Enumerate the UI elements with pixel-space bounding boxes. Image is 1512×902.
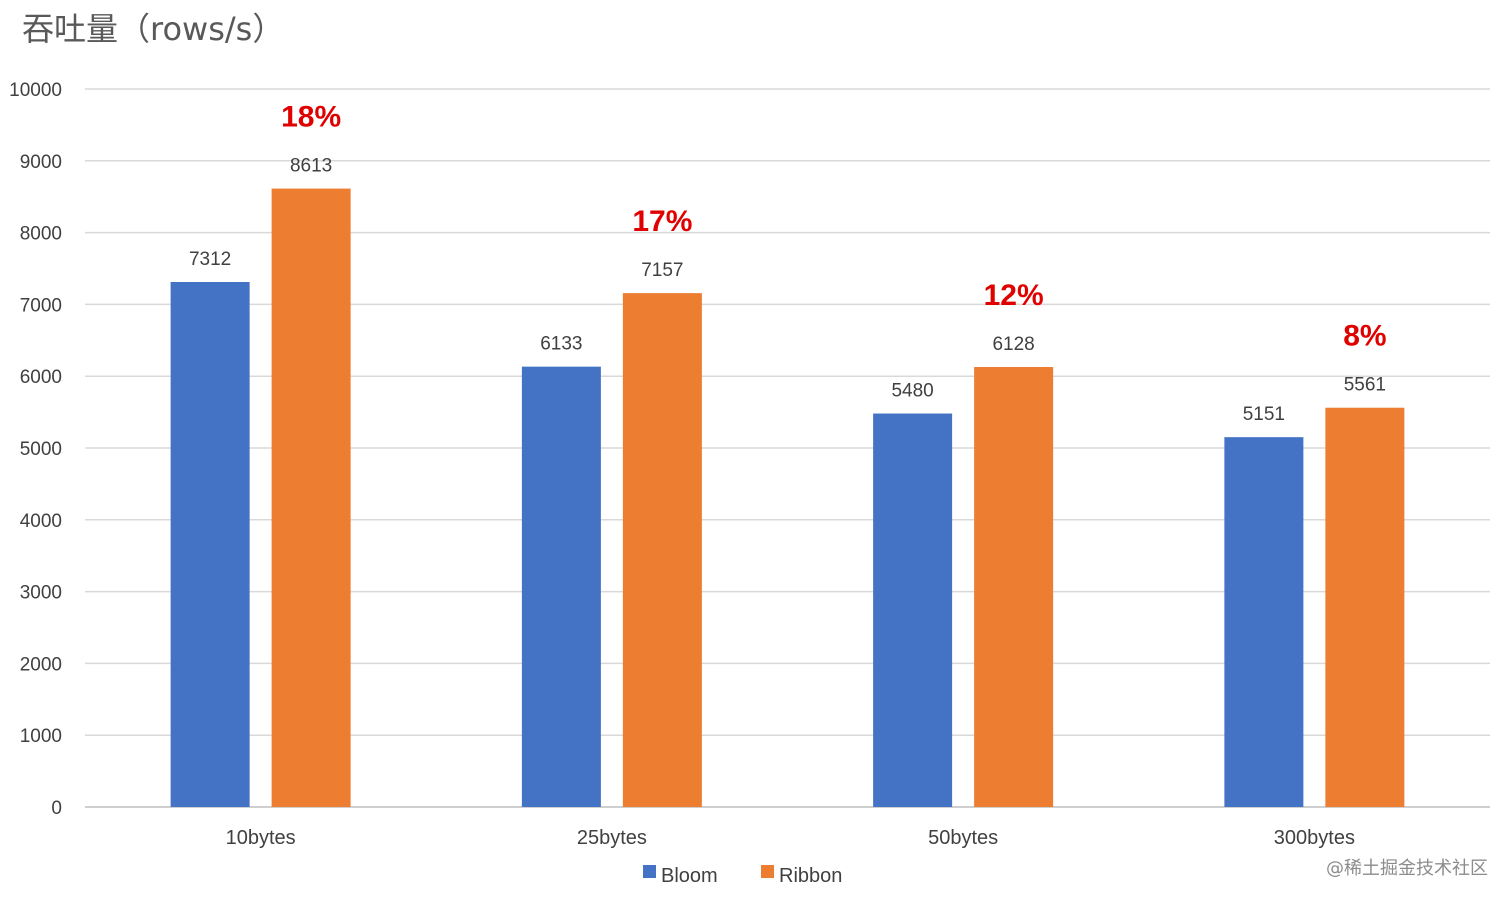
bar-ribbon-300bytes [1325,407,1405,807]
y-tick-label: 8000 [20,224,62,245]
legend-swatch-ribbon [761,865,774,878]
y-tick-label: 1000 [20,726,62,747]
value-label-bloom: 5151 [1243,404,1285,425]
legend-label-ribbon: Ribbon [779,865,842,887]
value-label-ribbon: 7157 [641,260,683,281]
legend: Bloom Ribbon [643,865,842,887]
watermark: @稀土掘金技术社区 [1326,858,1488,879]
bar-bloom-10bytes [170,281,250,807]
x-tick-label: 10bytes [226,827,296,849]
y-tick-label: 5000 [20,439,62,460]
y-tick-label: 2000 [20,654,62,675]
percent-annotation: 18% [281,101,341,134]
y-tick-label: 0 [51,798,62,819]
y-tick-label: 4000 [20,511,62,532]
y-tick-label: 10000 [9,80,62,101]
bar-ribbon-25bytes [622,293,702,807]
percent-annotation: 12% [984,279,1044,312]
value-label-bloom: 5480 [891,381,933,402]
legend-label-bloom: Bloom [661,865,718,887]
bar-ribbon-50bytes [974,367,1054,807]
x-axis: 10bytes 25bytes 50bytes 300bytes [226,827,1355,849]
bars: 7312 8613 18% 6133 7157 17% 5480 6128 12% 5151 556… [170,101,1405,807]
y-tick-label: 7000 [20,295,62,316]
legend-swatch-bloom [643,865,656,878]
x-tick-label: 25bytes [577,827,647,849]
y-axis: 0 1000 2000 3000 4000 5000 6000 7000 8000 9000 100… [9,80,62,819]
value-label-ribbon: 6128 [992,334,1034,355]
x-tick-label: 300bytes [1274,827,1355,849]
percent-annotation: 8% [1343,320,1386,353]
percent-annotation: 17% [632,205,692,238]
chart-title: 吞吐量（rows/s） [22,10,284,48]
bar-bloom-300bytes [1224,437,1304,807]
y-tick-label: 9000 [20,152,62,173]
value-label-ribbon: 8613 [290,156,332,177]
bar-ribbon-10bytes [271,188,351,807]
bar-bloom-50bytes [873,413,953,807]
value-label-bloom: 7312 [189,249,231,270]
x-tick-label: 50bytes [928,827,998,849]
y-tick-label: 6000 [20,367,62,388]
y-tick-label: 3000 [20,583,62,604]
value-label-bloom: 6133 [540,334,582,355]
value-label-ribbon: 5561 [1344,375,1386,396]
bar-bloom-25bytes [521,366,601,807]
